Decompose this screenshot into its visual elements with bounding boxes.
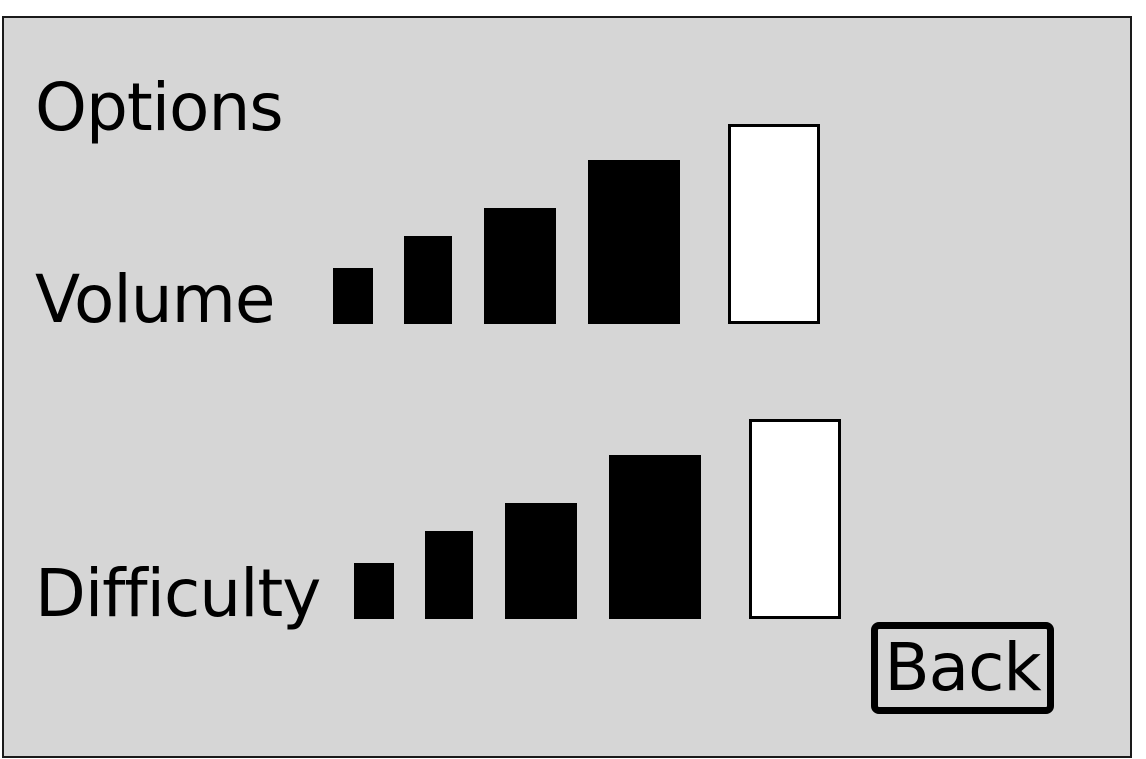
back-button[interactable]: Back bbox=[871, 622, 1054, 714]
difficulty-level-2-bar[interactable] bbox=[425, 531, 473, 619]
difficulty-level-1-bar[interactable] bbox=[354, 563, 394, 619]
volume-label: Volume bbox=[35, 261, 275, 338]
volume-level-4-bar[interactable] bbox=[588, 160, 680, 324]
difficulty-level-4-bar[interactable] bbox=[609, 455, 701, 619]
volume-level-3-bar[interactable] bbox=[484, 208, 556, 324]
page-title: Options bbox=[35, 69, 284, 146]
difficulty-label: Difficulty bbox=[35, 555, 321, 632]
options-panel: Options Volume Difficulty Back bbox=[2, 16, 1132, 758]
difficulty-level-3-bar[interactable] bbox=[505, 503, 577, 619]
volume-level-1-bar[interactable] bbox=[333, 268, 373, 324]
volume-level-2-bar[interactable] bbox=[404, 236, 452, 324]
difficulty-level-5-bar[interactable] bbox=[749, 419, 841, 619]
volume-level-5-bar[interactable] bbox=[728, 124, 820, 324]
